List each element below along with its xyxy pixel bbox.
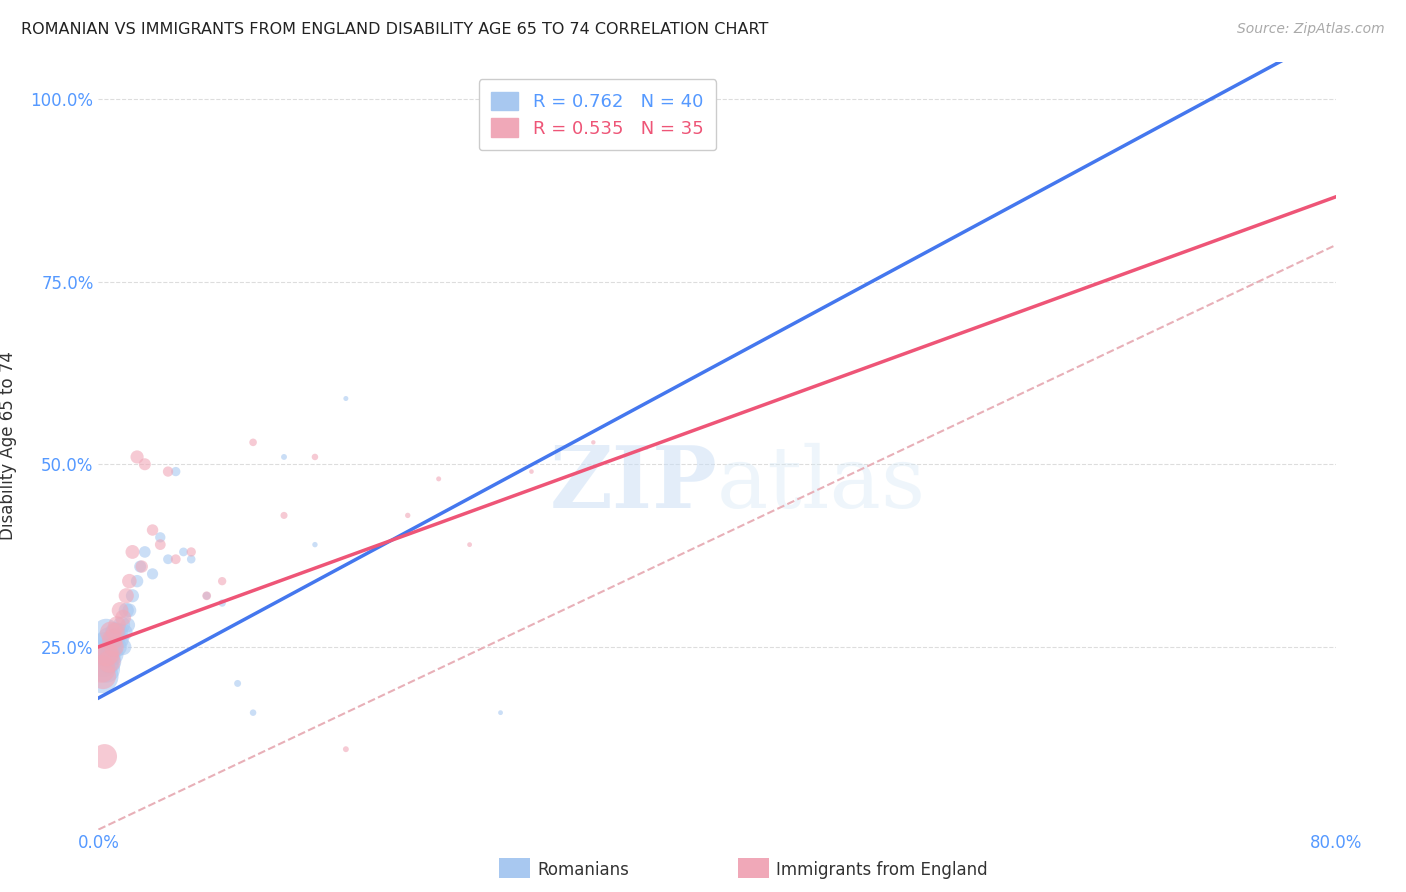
- Text: Immigrants from England: Immigrants from England: [776, 861, 988, 879]
- Point: [90, 669, 112, 683]
- Point: [335, 742, 357, 756]
- Point: [131, 559, 153, 574]
- Point: [97, 647, 120, 661]
- Point: [242, 706, 264, 720]
- Point: [108, 632, 131, 647]
- Point: [458, 538, 481, 552]
- Point: [304, 450, 326, 464]
- Point: [118, 574, 141, 589]
- Point: [103, 632, 125, 647]
- Point: [427, 472, 450, 486]
- Point: [157, 552, 180, 566]
- Point: [335, 392, 357, 406]
- Point: [195, 589, 218, 603]
- Point: [103, 640, 125, 654]
- Point: [396, 508, 419, 523]
- Y-axis label: Disability Age 65 to 74: Disability Age 65 to 74: [0, 351, 17, 541]
- Point: [114, 625, 136, 640]
- Point: [129, 559, 152, 574]
- Text: ZIP: ZIP: [550, 442, 717, 526]
- Point: [100, 640, 122, 654]
- Point: [117, 618, 139, 632]
- Point: [165, 465, 187, 479]
- Point: [115, 589, 138, 603]
- Point: [489, 706, 512, 720]
- Point: [273, 508, 295, 523]
- Point: [149, 538, 172, 552]
- Point: [273, 450, 295, 464]
- Point: [242, 435, 264, 450]
- Point: [304, 538, 326, 552]
- Point: [180, 545, 202, 559]
- Point: [157, 465, 180, 479]
- Point: [195, 589, 218, 603]
- Point: [134, 545, 156, 559]
- Point: [111, 618, 132, 632]
- Point: [108, 603, 131, 617]
- Point: [172, 545, 194, 559]
- Point: [98, 655, 121, 669]
- Point: [105, 618, 128, 632]
- Point: [211, 596, 233, 610]
- Point: [96, 625, 118, 640]
- Legend: R = 0.762   N = 40, R = 0.535   N = 35: R = 0.762 N = 40, R = 0.535 N = 35: [478, 79, 716, 151]
- Point: [91, 669, 114, 683]
- Point: [127, 574, 149, 589]
- Point: [112, 640, 135, 654]
- Point: [141, 523, 165, 537]
- Text: atlas: atlas: [717, 442, 927, 526]
- Text: ROMANIAN VS IMMIGRANTS FROM ENGLAND DISABILITY AGE 65 TO 74 CORRELATION CHART: ROMANIAN VS IMMIGRANTS FROM ENGLAND DISA…: [21, 22, 769, 37]
- Point: [98, 632, 121, 647]
- Point: [211, 574, 233, 589]
- Point: [90, 662, 112, 676]
- Point: [112, 610, 135, 624]
- Point: [165, 552, 187, 566]
- Point: [149, 530, 172, 544]
- Point: [91, 655, 114, 669]
- Point: [226, 676, 249, 690]
- Point: [93, 640, 115, 654]
- Point: [96, 647, 118, 661]
- Point: [582, 435, 605, 450]
- Point: [1201, 92, 1223, 106]
- Point: [121, 589, 143, 603]
- Point: [121, 545, 143, 559]
- Point: [520, 465, 543, 479]
- Point: [96, 662, 118, 676]
- Point: [104, 625, 127, 640]
- Point: [98, 655, 121, 669]
- Point: [100, 625, 122, 640]
- Text: Romanians: Romanians: [537, 861, 628, 879]
- Point: [93, 749, 115, 764]
- Point: [118, 603, 141, 617]
- Point: [104, 625, 127, 640]
- Point: [101, 632, 124, 647]
- Point: [134, 457, 156, 471]
- Point: [107, 625, 129, 640]
- Point: [141, 566, 165, 581]
- Point: [105, 640, 128, 654]
- Point: [127, 450, 149, 464]
- Point: [115, 603, 138, 617]
- Point: [101, 647, 124, 661]
- Point: [180, 552, 202, 566]
- Point: [97, 647, 120, 661]
- Text: Source: ZipAtlas.com: Source: ZipAtlas.com: [1237, 22, 1385, 37]
